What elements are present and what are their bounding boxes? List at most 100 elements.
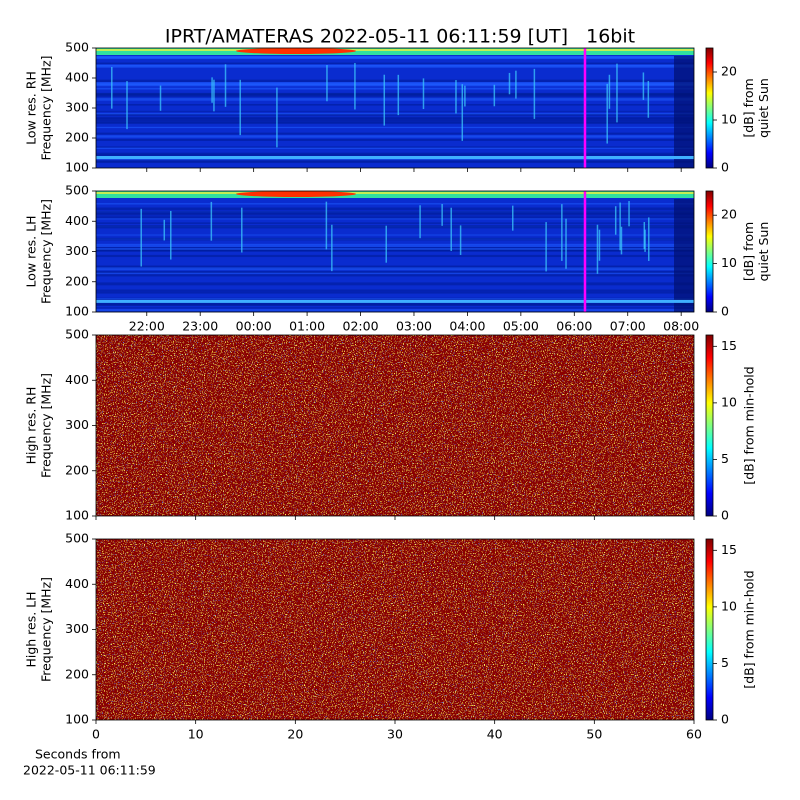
image-burst — [126, 81, 128, 130]
image-burst — [461, 84, 464, 141]
image-burst — [565, 218, 567, 269]
image-burst — [545, 222, 547, 272]
y-axis-label: High res. RH — [24, 387, 39, 465]
colorbar-tick-label: 0 — [721, 712, 729, 727]
image-burst — [508, 72, 511, 95]
x-tick-label: 30 — [387, 727, 403, 742]
colorbar-tick-label: 20 — [721, 207, 737, 222]
x-tick-label: 01:00 — [289, 319, 325, 334]
image-stripe — [96, 79, 694, 83]
image-burst — [596, 224, 599, 274]
image-specks — [96, 539, 694, 720]
x-axis-label: Seconds from — [35, 747, 121, 762]
colorbar-tick-label: 5 — [721, 655, 729, 670]
colorbar-tick-label: 10 — [721, 598, 737, 613]
image-edge — [674, 56, 694, 168]
image-stripe — [96, 210, 694, 214]
image-burst — [459, 225, 462, 255]
x-tick-label: 0 — [92, 727, 100, 742]
y-tick-label: 100 — [65, 508, 89, 523]
spectrogram-image — [96, 191, 694, 313]
image-stripe — [96, 132, 694, 135]
image-burst — [616, 63, 618, 123]
image-burst — [642, 72, 645, 100]
colorbar — [705, 334, 714, 517]
colorbar-label: [dB] from — [741, 222, 756, 281]
figure-title: IPRT/AMATERAS 2022-05-11 06:11:59 [UT] 1… — [165, 26, 635, 48]
image-stripe — [96, 249, 694, 252]
image-top-band — [96, 48, 694, 55]
image-burst — [241, 207, 243, 253]
y-tick-label: 100 — [65, 712, 89, 727]
image-stripe — [96, 146, 694, 148]
image-stripe — [96, 298, 694, 300]
image-burst — [163, 219, 166, 241]
y-axis-label: Frequency [MHz] — [39, 55, 54, 160]
image-stripe — [96, 110, 694, 112]
y-axis-label: Frequency [MHz] — [39, 199, 54, 304]
image-burst — [354, 62, 356, 110]
image-burst — [614, 206, 617, 235]
y-tick-label: 100 — [65, 160, 89, 175]
x-tick-label: 23:00 — [182, 319, 218, 334]
image-stripe — [96, 265, 694, 268]
image-top-band — [96, 49, 694, 51]
image-burst — [422, 78, 425, 110]
x-tick-label: 40 — [487, 727, 503, 742]
image-stripe — [96, 237, 694, 241]
image-stripe — [96, 299, 694, 303]
image-burst — [455, 80, 457, 114]
image-stripe — [96, 120, 694, 124]
colorbar-label: [dB] from min-hold — [742, 570, 757, 688]
colorbar-tick-label: 0 — [721, 508, 729, 523]
colorbar-tick-label: 0 — [721, 160, 729, 175]
image-stripe — [96, 207, 694, 211]
x-tick-label: 60 — [686, 727, 702, 742]
image-stripe — [96, 289, 694, 292]
image-stripe — [96, 154, 694, 156]
colorbar-tick-label: 10 — [721, 255, 737, 270]
y-tick-label: 500 — [65, 327, 89, 342]
image-burst — [598, 229, 601, 261]
image-burst — [211, 77, 213, 103]
image-burst — [213, 79, 215, 112]
image-stripe — [96, 116, 694, 120]
colorbar-tick-label: 10 — [721, 394, 737, 409]
colorbar-label: quiet Sun — [756, 222, 771, 282]
x-tick-label: 06:00 — [556, 319, 592, 334]
image-burst — [383, 74, 386, 126]
y-tick-label: 200 — [65, 273, 89, 288]
image-burst — [419, 205, 421, 239]
image-stripe — [96, 126, 694, 129]
y-axis-label: Frequency [MHz] — [39, 373, 54, 478]
image-burst — [648, 217, 650, 261]
image-burst — [111, 66, 113, 109]
image-stripe — [96, 234, 694, 236]
image-burst — [326, 65, 328, 102]
x-tick-label: 05:00 — [503, 319, 539, 334]
x-tick-label: 03:00 — [396, 319, 432, 334]
image-burst — [385, 225, 387, 263]
image-burst — [493, 84, 496, 107]
spectrogram-image — [96, 335, 694, 516]
colorbar-tick-label: 15 — [721, 338, 737, 353]
spectrogram-image — [96, 48, 694, 168]
image-burst — [239, 79, 241, 136]
colorbar — [705, 47, 714, 169]
x-tick-label: 22:00 — [129, 319, 165, 334]
y-tick-label: 300 — [65, 100, 89, 115]
image-stripe — [96, 203, 694, 205]
image-stripe — [96, 139, 694, 141]
image-stripe — [96, 303, 694, 306]
image-top-band — [96, 191, 694, 198]
image-stripe — [96, 159, 694, 162]
colorbar-tick-label: 10 — [721, 112, 737, 127]
colorbar-tick-label: 5 — [721, 451, 729, 466]
image-stripe — [96, 248, 694, 250]
x-tick-label: 04:00 — [449, 319, 485, 334]
y-tick-label: 500 — [65, 531, 89, 546]
image-burst — [397, 74, 400, 116]
image-stripe — [96, 307, 694, 309]
image-stripe — [96, 135, 694, 138]
y-tick-label: 200 — [65, 130, 89, 145]
